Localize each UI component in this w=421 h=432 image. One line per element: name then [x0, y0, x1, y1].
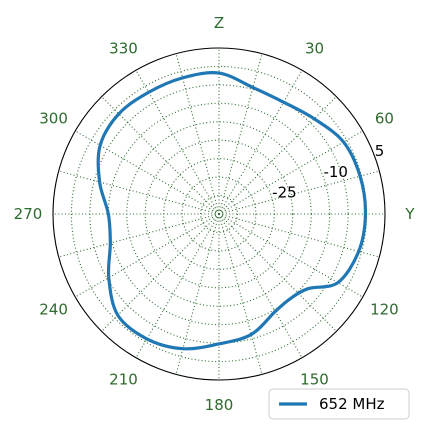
angle-tick-label: 210 — [109, 370, 138, 388]
radial-gridline — [200, 195, 238, 233]
angular-gridline — [218, 96, 337, 215]
angular-gridline — [218, 53, 263, 215]
angle-tick-label: Z — [214, 14, 224, 32]
label-layer: Z 30 60 Y 120 150 180 210 240 270 300 330 -25 -10 5 — [14, 14, 416, 414]
angular-gridline — [218, 213, 303, 359]
angular-gridline — [135, 69, 220, 215]
angular-gridline — [175, 53, 220, 215]
radial-gridline — [144, 139, 294, 289]
angular-gridline — [74, 130, 220, 215]
angle-tick-label: Y — [404, 205, 415, 223]
angular-gridline — [218, 130, 364, 215]
angular-gridline — [58, 213, 220, 258]
radial-tick-label: -25 — [272, 184, 297, 202]
legend: 652 MHz — [268, 388, 410, 420]
angle-tick-label: 330 — [109, 40, 138, 58]
angular-gridline — [175, 213, 220, 375]
angular-gridline — [58, 170, 220, 215]
legend-label: 652 MHz — [319, 395, 385, 413]
angular-gridline — [218, 213, 263, 375]
polar-frame — [52, 47, 386, 381]
angle-tick-label: 60 — [375, 110, 394, 128]
angular-gridline — [74, 213, 220, 298]
angle-tick-label: 150 — [300, 370, 329, 388]
angle-tick-label: 30 — [305, 40, 324, 58]
series-layer — [96, 71, 368, 351]
angle-tick-label: 180 — [205, 396, 234, 414]
angle-tick-label: 270 — [14, 205, 43, 223]
angle-tick-label: 300 — [39, 110, 68, 128]
angular-gridline — [218, 213, 337, 332]
angle-tick-label: 240 — [39, 301, 68, 319]
angular-gridline — [218, 213, 364, 298]
radial-gridline — [181, 176, 257, 252]
angle-tick-label: 120 — [370, 301, 399, 319]
angular-gridline — [218, 170, 380, 215]
legend-box — [268, 388, 410, 420]
angular-gridline — [218, 213, 380, 258]
angular-gridline — [135, 213, 220, 359]
radial-gridline — [89, 84, 349, 344]
angular-gridline — [101, 213, 220, 332]
radial-tick-label: -10 — [323, 163, 348, 181]
angular-gridline — [218, 69, 303, 215]
radial-tick-label: 5 — [375, 142, 385, 160]
grid-layer — [52, 47, 386, 381]
series-line-652mhz — [96, 71, 368, 351]
angular-gridline — [101, 96, 220, 215]
